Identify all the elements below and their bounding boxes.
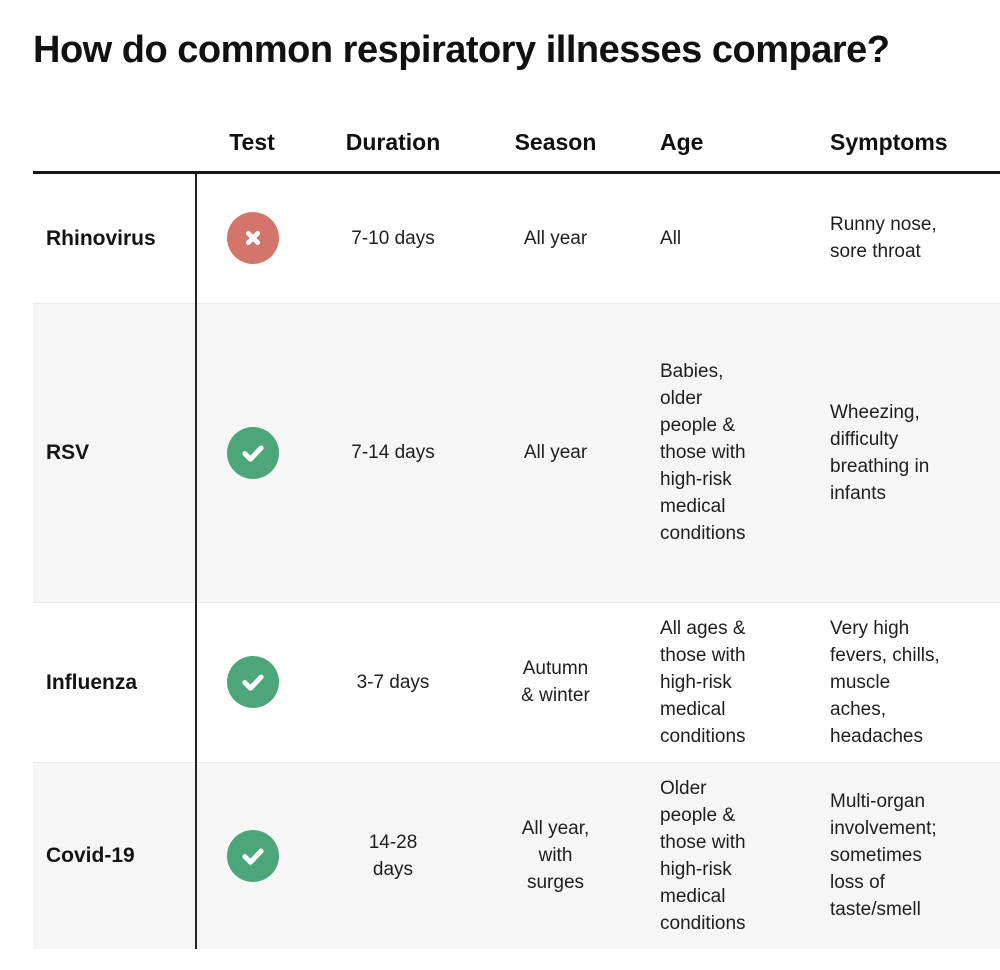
table-row-rhinovirus: Rhinovirus 7-10 days All year All Runny … (33, 172, 1000, 303)
season-cell: All year, with surges (478, 761, 633, 949)
check-icon (241, 445, 264, 462)
season-cell: All year (523, 227, 588, 249)
illness-name: Rhinovirus (46, 226, 156, 250)
test-cell (195, 302, 308, 602)
duration-cell: 7-14 days (308, 302, 478, 602)
illness-name: Influenza (33, 601, 196, 762)
header-season: Season (478, 72, 633, 174)
test-cell (195, 761, 308, 949)
header-age: Age (633, 72, 803, 174)
test-status-icon (226, 426, 279, 479)
age-cell: Older people & those with high-risk medi… (633, 761, 803, 949)
illness-name: RSV (33, 302, 196, 602)
age-cell: Babies, older people & those with high-r… (633, 302, 803, 602)
table-header-row: Test Duration Season Age Symptoms (33, 72, 1000, 174)
symptoms-cell: Multi-organ involvement; sometimes loss … (803, 761, 1000, 949)
season-cell: Autumn & winter (478, 601, 633, 762)
season-cell: All year (478, 302, 633, 602)
header-duration: Duration (308, 72, 478, 174)
table-row-rsv: RSV 7-14 days All year Babies, older peo… (33, 302, 1000, 602)
cross-icon (245, 231, 260, 245)
age-cell: All ages & those with high-risk medical … (633, 601, 803, 762)
symptoms-cell: Wheezing, difficulty breathing in infant… (803, 302, 1000, 602)
check-icon (241, 848, 264, 865)
header-illness (33, 72, 196, 174)
header-symptoms: Symptoms (803, 72, 1000, 174)
symptoms-cell: Runny nose, sore throat (830, 214, 937, 262)
test-status-icon (226, 656, 279, 708)
illness-name: Covid-19 (33, 761, 196, 949)
page-title: How do common respiratory illnesses comp… (33, 29, 890, 71)
table-row-covid-19: Covid-19 14-28 days All year, with surge… (33, 761, 1000, 949)
symptoms-cell: Very high fevers, chills, muscle aches, … (803, 601, 1000, 762)
illness-comparison-table: Test Duration Season Age Symptoms Rhinov… (33, 72, 1000, 949)
check-icon (241, 674, 264, 691)
test-status-icon (226, 829, 279, 882)
duration-cell: 14-28 days (308, 761, 478, 949)
test-cell (195, 172, 308, 303)
duration-cell: 3-7 days (308, 601, 478, 762)
test-status-icon (226, 212, 279, 264)
test-cell (195, 601, 308, 762)
table-row-influenza: Influenza 3-7 days Autumn & winter All a… (33, 601, 1000, 762)
age-cell: All (660, 227, 682, 249)
duration-cell: 7-10 days (351, 227, 435, 249)
header-test: Test (196, 72, 308, 174)
